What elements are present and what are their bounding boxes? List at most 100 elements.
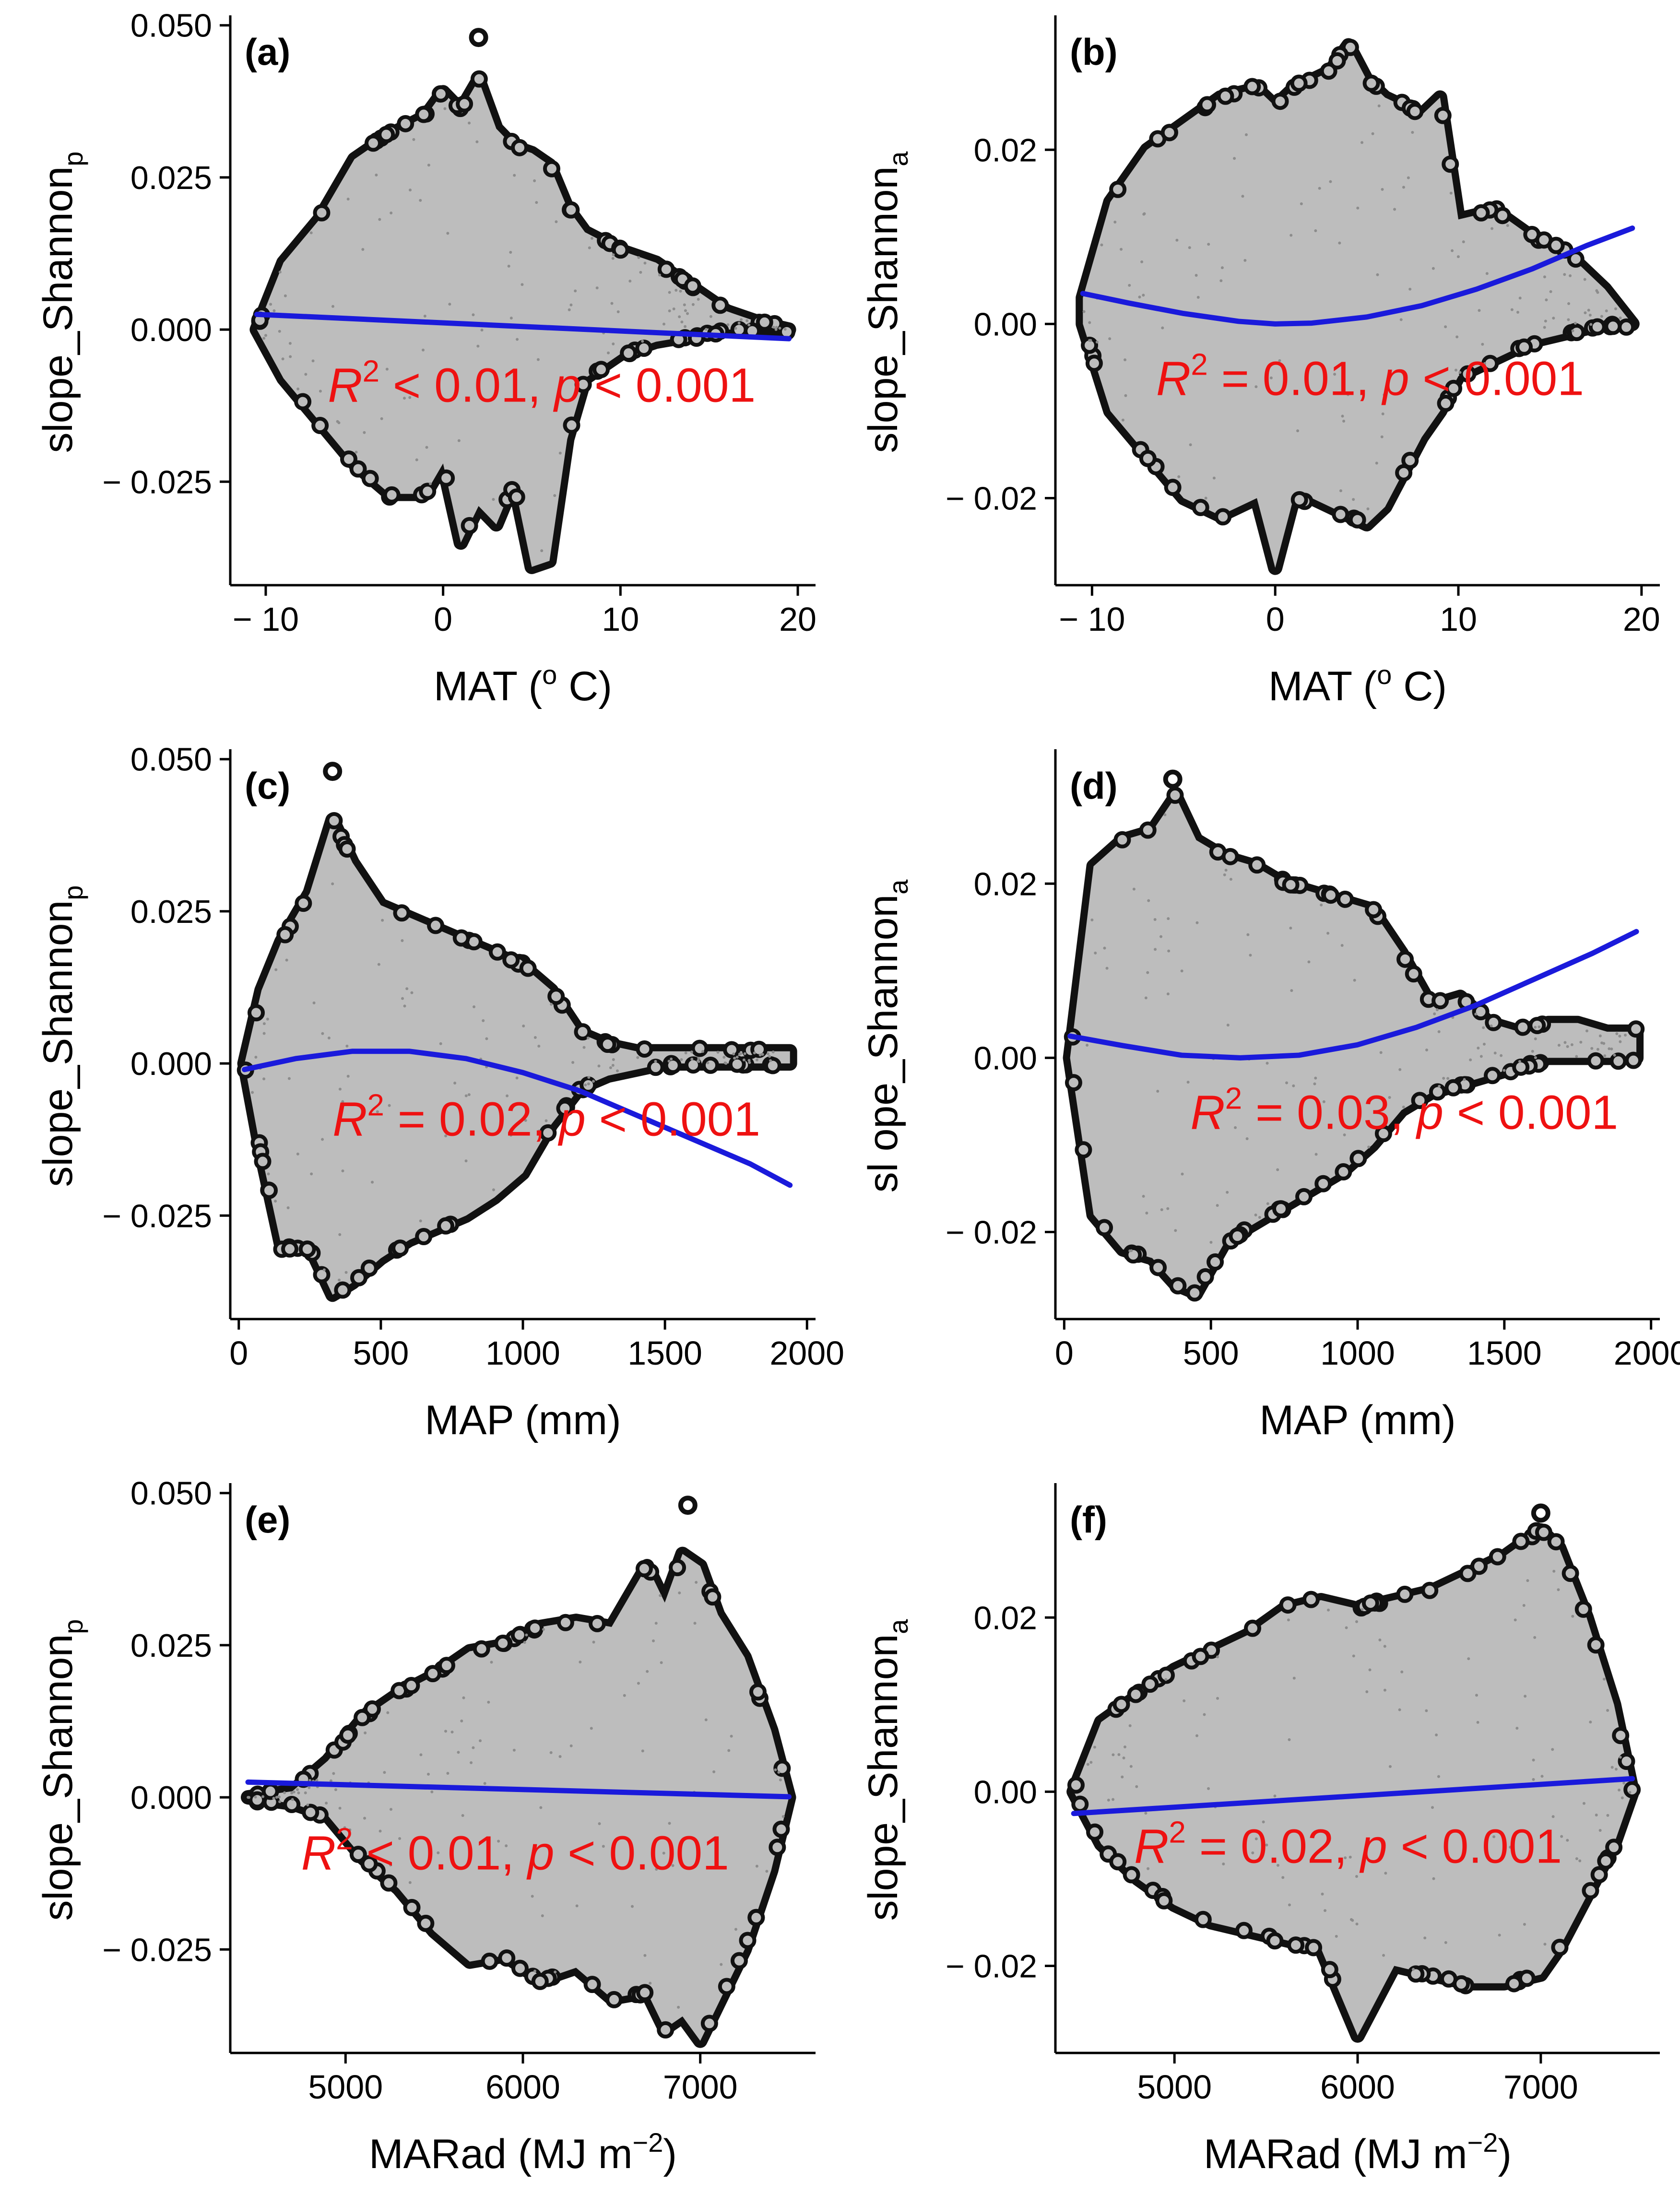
data-point bbox=[1378, 1638, 1382, 1641]
data-point bbox=[1169, 1277, 1187, 1295]
data-point bbox=[1365, 1690, 1369, 1694]
data-point bbox=[1396, 1585, 1414, 1603]
data-point bbox=[1462, 240, 1465, 244]
data-point bbox=[531, 1972, 549, 1990]
data-point bbox=[1229, 878, 1232, 881]
data-point bbox=[1425, 1709, 1428, 1712]
data-point bbox=[1135, 1785, 1138, 1788]
y-tick-label: 0.025 bbox=[130, 160, 212, 196]
data-point bbox=[1388, 1765, 1392, 1768]
data-point bbox=[363, 431, 366, 434]
data-point bbox=[1322, 1100, 1325, 1103]
data-point bbox=[498, 1108, 501, 1111]
data-point bbox=[1588, 314, 1592, 317]
data-point bbox=[1112, 1798, 1115, 1801]
stat-p: p bbox=[557, 1093, 586, 1146]
data-point bbox=[388, 1104, 391, 1107]
outlier-point bbox=[1531, 1503, 1550, 1523]
data-point bbox=[522, 1024, 525, 1027]
data-point bbox=[254, 1055, 258, 1059]
data-point bbox=[1467, 1657, 1470, 1661]
data-point bbox=[1128, 283, 1131, 287]
outlier-point bbox=[1163, 769, 1183, 789]
data-point bbox=[1575, 1055, 1578, 1058]
data-point bbox=[456, 95, 473, 113]
data-point bbox=[1483, 1067, 1501, 1085]
data-point bbox=[1166, 992, 1170, 996]
data-point bbox=[1368, 1668, 1372, 1672]
data-point bbox=[331, 882, 334, 885]
data-point bbox=[772, 1820, 790, 1838]
data-point bbox=[1244, 1619, 1262, 1637]
data-point bbox=[1623, 1781, 1641, 1799]
data-point bbox=[389, 1863, 392, 1867]
stat-p-value: < 0.001 bbox=[1387, 1819, 1562, 1873]
data-point bbox=[1292, 1084, 1295, 1087]
stat-r: R bbox=[301, 1827, 336, 1880]
data-point bbox=[1547, 236, 1565, 254]
data-point bbox=[670, 1057, 673, 1061]
data-point bbox=[1276, 1863, 1279, 1867]
data-point bbox=[289, 355, 292, 358]
data-point bbox=[1140, 260, 1144, 263]
data-point bbox=[598, 1822, 601, 1825]
x-tick-label: 2000 bbox=[769, 1334, 844, 1372]
data-point bbox=[558, 1755, 562, 1758]
data-point bbox=[592, 361, 610, 378]
data-point bbox=[1249, 954, 1252, 957]
data-point bbox=[262, 1077, 266, 1081]
data-point bbox=[1271, 93, 1289, 110]
y-axis-title: slope_Shannona bbox=[860, 151, 913, 453]
data-point bbox=[1243, 259, 1247, 262]
data-point bbox=[1454, 368, 1457, 372]
data-point bbox=[383, 1771, 386, 1774]
data-point bbox=[297, 1791, 300, 1794]
data-point bbox=[544, 1119, 548, 1122]
data-point bbox=[1433, 1012, 1436, 1015]
panel-label: (b) bbox=[1070, 31, 1118, 73]
data-point bbox=[1288, 1738, 1291, 1741]
data-point bbox=[691, 1039, 709, 1057]
data-point bbox=[1492, 1835, 1496, 1839]
data-point bbox=[697, 1059, 700, 1062]
data-point bbox=[1532, 1778, 1535, 1781]
data-point bbox=[1139, 449, 1157, 467]
x-axis-title-superscript: o bbox=[1377, 660, 1392, 690]
data-point bbox=[1552, 317, 1555, 320]
data-point bbox=[655, 1868, 658, 1871]
data-point bbox=[521, 283, 524, 286]
data-point bbox=[1086, 1823, 1104, 1841]
data-point bbox=[511, 1959, 529, 1977]
data-point bbox=[1547, 1533, 1565, 1551]
data-point bbox=[264, 334, 267, 337]
data-point bbox=[1344, 1856, 1347, 1860]
data-point bbox=[1515, 338, 1533, 356]
data-point bbox=[1563, 273, 1566, 276]
data-point bbox=[671, 1864, 674, 1867]
data-point bbox=[1195, 921, 1199, 924]
data-point bbox=[1209, 1240, 1213, 1244]
y-axis-title-main: slope_Shannon bbox=[35, 1634, 81, 1921]
data-point bbox=[728, 1055, 746, 1073]
data-point bbox=[497, 1839, 500, 1843]
data-point bbox=[360, 1259, 378, 1277]
data-point bbox=[1365, 901, 1383, 919]
data-point bbox=[678, 1591, 681, 1594]
fit-line bbox=[245, 1779, 792, 1800]
data-point bbox=[412, 138, 415, 141]
data-point bbox=[1474, 1013, 1478, 1016]
data-point bbox=[667, 1060, 671, 1063]
data-point bbox=[668, 309, 671, 313]
data-point bbox=[1120, 248, 1123, 251]
data-point bbox=[276, 926, 294, 943]
y-tick-label: 0.00 bbox=[974, 1040, 1037, 1076]
data-point bbox=[338, 1233, 342, 1236]
data-point bbox=[1560, 1835, 1563, 1838]
data-point bbox=[1398, 1708, 1401, 1711]
data-point bbox=[1544, 319, 1547, 323]
point-cloud bbox=[237, 812, 797, 1302]
data-point bbox=[1109, 180, 1127, 198]
data-point bbox=[1432, 267, 1435, 270]
data-point bbox=[1589, 323, 1593, 326]
